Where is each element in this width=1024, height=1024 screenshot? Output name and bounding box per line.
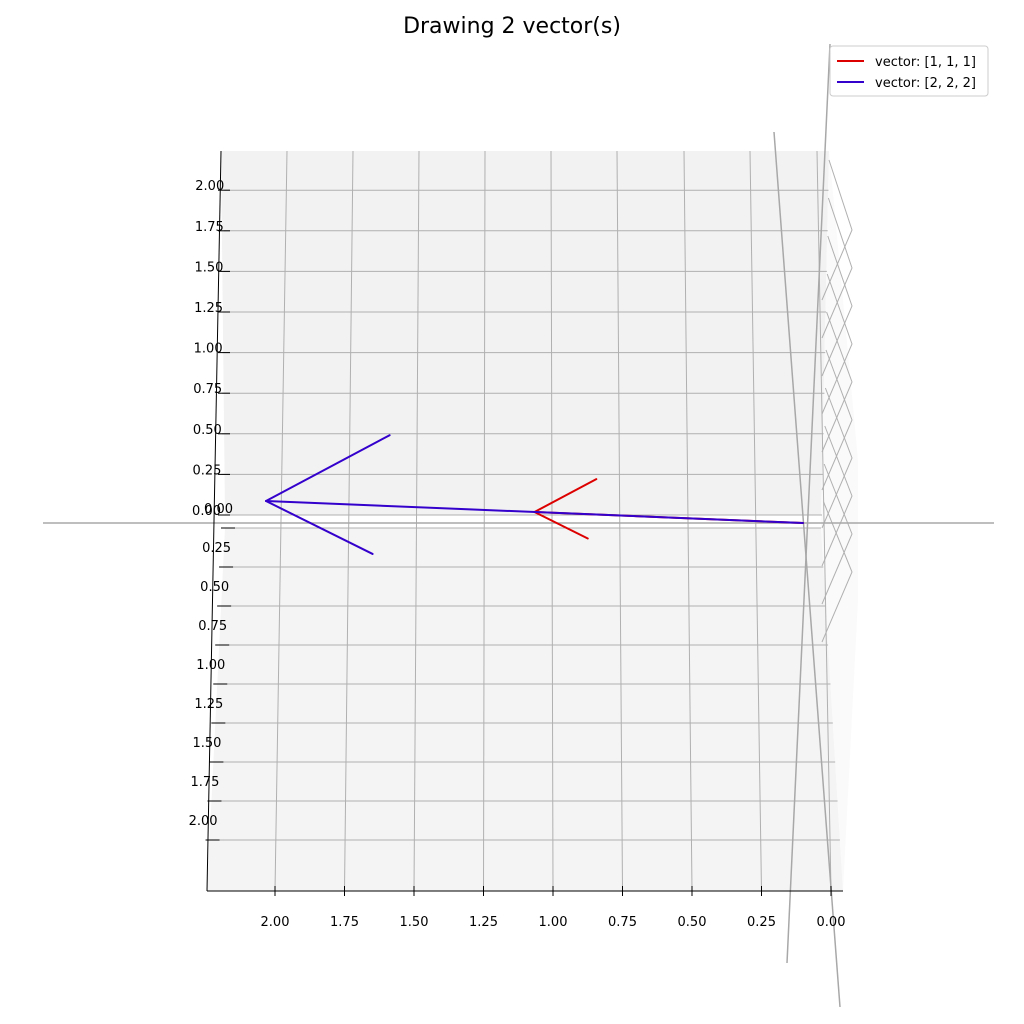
z-tick-label-lower: 1.00 xyxy=(196,658,225,673)
vector-1-head-lower xyxy=(533,511,589,540)
z-tick-labels-upper: 2.00 1.75 1.50 1.25 1.00 0.75 0.50 0.25 0.00 xyxy=(192,179,224,519)
reference-line-tilted-b xyxy=(773,131,841,1008)
grid-line-side xyxy=(821,425,853,567)
vector-2 xyxy=(265,434,804,555)
reference-line-tilted-a xyxy=(786,43,831,964)
z-tick-label-lower: 1.25 xyxy=(194,697,223,712)
reference-lines xyxy=(43,43,994,1008)
vector-1-head-upper xyxy=(533,478,598,513)
legend: vector: [1, 1, 1] vector: [2, 2, 2] xyxy=(829,45,989,97)
z-tick-label-lower: 0.75 xyxy=(198,619,227,634)
z-tick-label-upper: 1.25 xyxy=(194,301,223,316)
x-tick-label: 0.75 xyxy=(608,915,637,930)
vectors xyxy=(265,434,804,555)
vector-2-head-upper xyxy=(265,434,391,502)
vector-2-head-lower xyxy=(265,500,374,555)
z-tick-label-lower: 0.25 xyxy=(202,541,231,556)
x-tick-label: 1.00 xyxy=(539,915,568,930)
grid-line-vertical xyxy=(683,150,693,892)
x-tick-label: 0.00 xyxy=(817,915,846,930)
z-tick-label-lower: 1.50 xyxy=(192,736,221,751)
z-tick-label-lower: 0.50 xyxy=(200,580,229,595)
z-tick-label-upper: 0.25 xyxy=(192,463,221,478)
legend-label-vector-1: vector: [1, 1, 1] xyxy=(875,55,976,70)
z-tick-label-upper: 2.00 xyxy=(195,179,224,194)
grid-line-vertical xyxy=(483,150,486,892)
grid-line-side xyxy=(821,349,853,491)
z-tick-label-lower: 0.00 xyxy=(204,502,233,517)
legend-label-vector-2: vector: [2, 2, 2] xyxy=(875,76,976,91)
grid-line-vertical xyxy=(413,150,420,892)
z-tick-labels-lower: 0.00 0.25 0.50 0.75 1.00 1.25 1.50 1.75 2.00 xyxy=(189,502,233,829)
x-tick-label: 1.25 xyxy=(469,915,498,930)
z-tick-label-upper: 1.00 xyxy=(194,342,223,357)
z-tick-label-lower: 1.75 xyxy=(191,775,220,790)
z-tick-label-lower: 2.00 xyxy=(189,814,218,829)
x-tick-label: 0.50 xyxy=(678,915,707,930)
z-tick-label-upper: 1.75 xyxy=(195,220,224,235)
lower-pane xyxy=(207,528,843,891)
side-pane xyxy=(821,151,858,891)
z-tick-label-upper: 0.00 xyxy=(192,504,221,519)
grid-line-vertical xyxy=(344,150,354,892)
grid-line-side xyxy=(821,273,853,415)
axes-panes xyxy=(207,151,858,891)
grid-line-side xyxy=(821,235,853,377)
x-tick-label: 1.75 xyxy=(330,915,359,930)
z-axis-line xyxy=(206,150,222,892)
z-tick-label-upper: 1.50 xyxy=(194,260,223,275)
grid-line-side xyxy=(821,159,853,301)
grid-line-vertical xyxy=(616,150,623,892)
z-tick-label-upper: 0.50 xyxy=(193,423,222,438)
x-tick-label: 0.25 xyxy=(747,915,776,930)
upper-pane xyxy=(221,151,829,515)
grid-lines xyxy=(209,150,853,892)
vector-2-shaft xyxy=(265,500,804,524)
grid-line-side xyxy=(821,197,853,339)
chart-title: Drawing 2 vector(s) xyxy=(403,14,621,39)
grid-line-side xyxy=(821,387,853,529)
grid-line-side xyxy=(821,463,853,605)
x-tick-label: 2.00 xyxy=(261,915,290,930)
x-tick-labels: 2.00 1.75 1.50 1.25 1.00 0.75 0.50 0.25 0.00 xyxy=(261,915,846,930)
grid-line-side xyxy=(821,311,853,453)
x-tick-label: 1.50 xyxy=(400,915,429,930)
grid-line-vertical xyxy=(274,150,288,892)
legend-frame xyxy=(829,45,989,97)
grid-line-side xyxy=(821,501,853,643)
axes xyxy=(205,150,843,896)
z-tick-label-upper: 0.75 xyxy=(193,382,222,397)
